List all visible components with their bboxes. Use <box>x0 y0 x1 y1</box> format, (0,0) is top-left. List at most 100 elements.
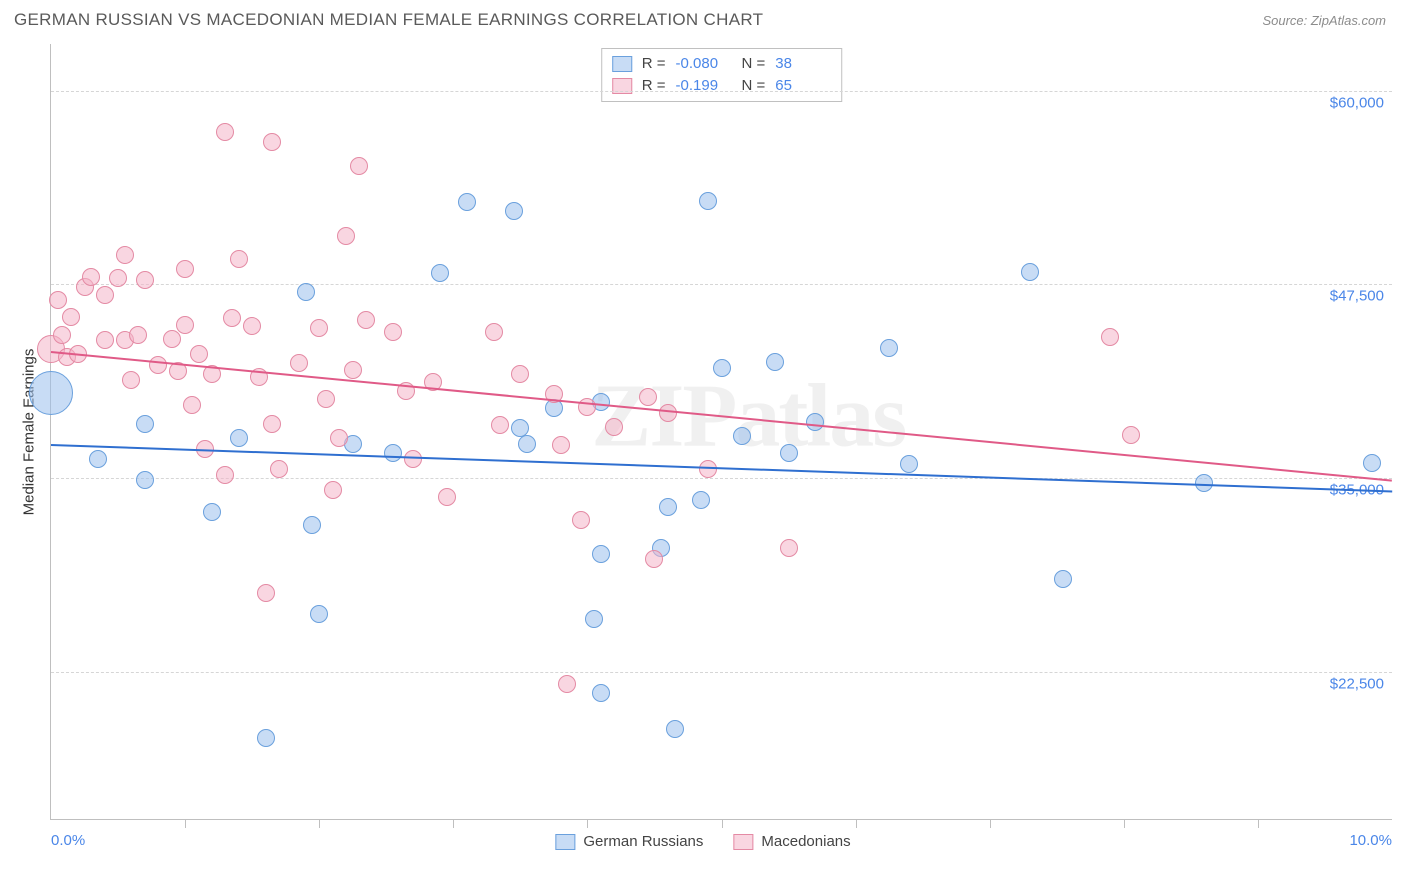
data-point <box>713 359 731 377</box>
legend-n-label: N = <box>742 75 766 97</box>
legend-swatch <box>612 56 632 72</box>
data-point <box>1101 328 1119 346</box>
data-point <box>163 330 181 348</box>
data-point <box>1054 570 1072 588</box>
data-point <box>659 404 677 422</box>
data-point <box>699 192 717 210</box>
data-point <box>639 388 657 406</box>
legend-item: Macedonians <box>733 833 850 850</box>
data-point <box>552 436 570 454</box>
data-point <box>270 460 288 478</box>
legend-n-value: 38 <box>775 53 831 75</box>
data-point <box>350 157 368 175</box>
data-point <box>592 545 610 563</box>
legend-label: German Russians <box>583 833 703 850</box>
data-point <box>303 516 321 534</box>
x-tick <box>453 819 454 828</box>
data-point <box>1021 263 1039 281</box>
data-point <box>223 309 241 327</box>
x-tick <box>319 819 320 828</box>
legend-n-label: N = <box>742 53 766 75</box>
data-point <box>645 550 663 568</box>
plot-area: ZIPatlas Median Female Earnings R = -0.0… <box>50 44 1392 820</box>
data-point <box>357 311 375 329</box>
legend-swatch <box>555 834 575 850</box>
x-tick <box>1124 819 1125 828</box>
legend-row: R = -0.199N = 65 <box>612 75 832 97</box>
legend-r-value: -0.199 <box>676 75 732 97</box>
data-point <box>578 398 596 416</box>
data-point <box>1195 474 1213 492</box>
data-point <box>1122 426 1140 444</box>
data-point <box>96 286 114 304</box>
data-point <box>136 471 154 489</box>
data-point <box>243 317 261 335</box>
data-point <box>176 316 194 334</box>
y-tick-label: $60,000 <box>1330 94 1384 111</box>
data-point <box>203 503 221 521</box>
data-point <box>505 202 523 220</box>
x-label-right: 10.0% <box>1349 832 1392 849</box>
data-point <box>780 539 798 557</box>
data-point <box>49 291 67 309</box>
chart-header: GERMAN RUSSIAN VS MACEDONIAN MEDIAN FEMA… <box>0 0 1406 36</box>
data-point <box>317 390 335 408</box>
data-point <box>585 610 603 628</box>
legend-swatch <box>733 834 753 850</box>
gridline-h <box>51 478 1392 479</box>
data-point <box>216 466 234 484</box>
data-point <box>384 323 402 341</box>
data-point <box>263 415 281 433</box>
data-point <box>136 271 154 289</box>
data-point <box>458 193 476 211</box>
data-point <box>572 511 590 529</box>
data-point <box>666 720 684 738</box>
x-label-left: 0.0% <box>51 832 85 849</box>
data-point <box>230 429 248 447</box>
data-point <box>900 455 918 473</box>
data-point <box>122 371 140 389</box>
data-point <box>230 250 248 268</box>
data-point <box>659 498 677 516</box>
x-tick <box>185 819 186 828</box>
x-tick <box>722 819 723 828</box>
data-point <box>518 435 536 453</box>
legend-series: German Russians Macedonians <box>555 833 850 850</box>
data-point <box>53 326 71 344</box>
y-axis-title: Median Female Earnings <box>21 348 38 515</box>
data-point <box>766 353 784 371</box>
x-tick <box>1258 819 1259 828</box>
data-point <box>62 308 80 326</box>
source-label: Source: ZipAtlas.com <box>1262 13 1386 28</box>
legend-correlation: R = -0.080N = 38R = -0.199N = 65 <box>601 48 843 102</box>
legend-label: Macedonians <box>761 833 850 850</box>
data-point <box>491 416 509 434</box>
data-point <box>290 354 308 372</box>
data-point <box>558 675 576 693</box>
y-tick-label: $47,500 <box>1330 288 1384 305</box>
gridline-h <box>51 672 1392 673</box>
data-point <box>263 133 281 151</box>
y-tick-label: $22,500 <box>1330 675 1384 692</box>
data-point <box>183 396 201 414</box>
data-point <box>431 264 449 282</box>
data-point <box>29 371 73 415</box>
x-tick <box>990 819 991 828</box>
gridline-h <box>51 91 1392 92</box>
legend-swatch <box>612 78 632 94</box>
data-point <box>89 450 107 468</box>
legend-row: R = -0.080N = 38 <box>612 53 832 75</box>
data-point <box>190 345 208 363</box>
data-point <box>297 283 315 301</box>
data-point <box>384 444 402 462</box>
data-point <box>337 227 355 245</box>
watermark: ZIPatlas <box>591 365 905 468</box>
data-point <box>82 268 100 286</box>
chart-container: ZIPatlas Median Female Earnings R = -0.0… <box>14 44 1392 856</box>
data-point <box>310 319 328 337</box>
chart-title: GERMAN RUSSIAN VS MACEDONIAN MEDIAN FEMA… <box>14 10 763 30</box>
data-point <box>176 260 194 278</box>
data-point <box>344 361 362 379</box>
data-point <box>438 488 456 506</box>
legend-r-label: R = <box>642 75 666 97</box>
